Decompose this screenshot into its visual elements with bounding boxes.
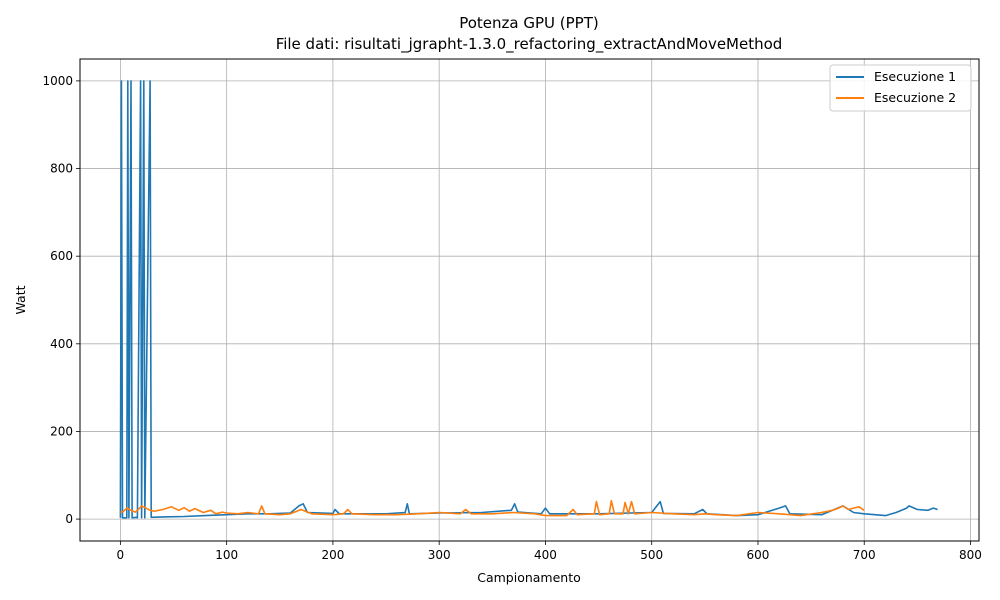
legend-label-esecuzione-2: Esecuzione 2: [874, 90, 956, 105]
x-tick-label: 800: [959, 548, 982, 562]
chart-title: Potenza GPU (PPT): [459, 14, 599, 32]
legend-label-esecuzione-1: Esecuzione 1: [874, 69, 956, 84]
x-tick-label: 400: [534, 548, 557, 562]
y-tick-label: 200: [50, 424, 73, 438]
plot-area: [119, 80, 938, 519]
x-tick-label: 500: [640, 548, 663, 562]
series-line-esecuzione-2: [120, 499, 865, 517]
grid: [80, 59, 979, 541]
y-tick-label: 0: [65, 512, 73, 526]
x-axis-label: Campionamento: [477, 570, 581, 585]
x-tick-label: 700: [853, 548, 876, 562]
ticks: 0 100 200 300 400 500 600 700 800 0 200 400 600 800 10…: [42, 74, 981, 562]
x-tick-label: 0: [117, 548, 125, 562]
y-axis-label: Watt: [13, 285, 28, 314]
x-tick-label: 100: [215, 548, 238, 562]
legend: Esecuzione 1 Esecuzione 2: [829, 64, 972, 112]
y-tick-label: 1000: [42, 74, 73, 88]
chart-subtitle: File dati: risultati_jgrapht-1.3.0_refac…: [276, 35, 783, 54]
x-tick-label: 300: [428, 548, 451, 562]
legend-box: [829, 64, 972, 112]
x-tick-label: 200: [321, 548, 344, 562]
x-tick-label: 600: [747, 548, 770, 562]
y-tick-label: 600: [50, 249, 73, 263]
y-tick-label: 400: [50, 337, 73, 351]
y-tick-label: 800: [50, 162, 73, 176]
axes-frame: [79, 58, 980, 542]
